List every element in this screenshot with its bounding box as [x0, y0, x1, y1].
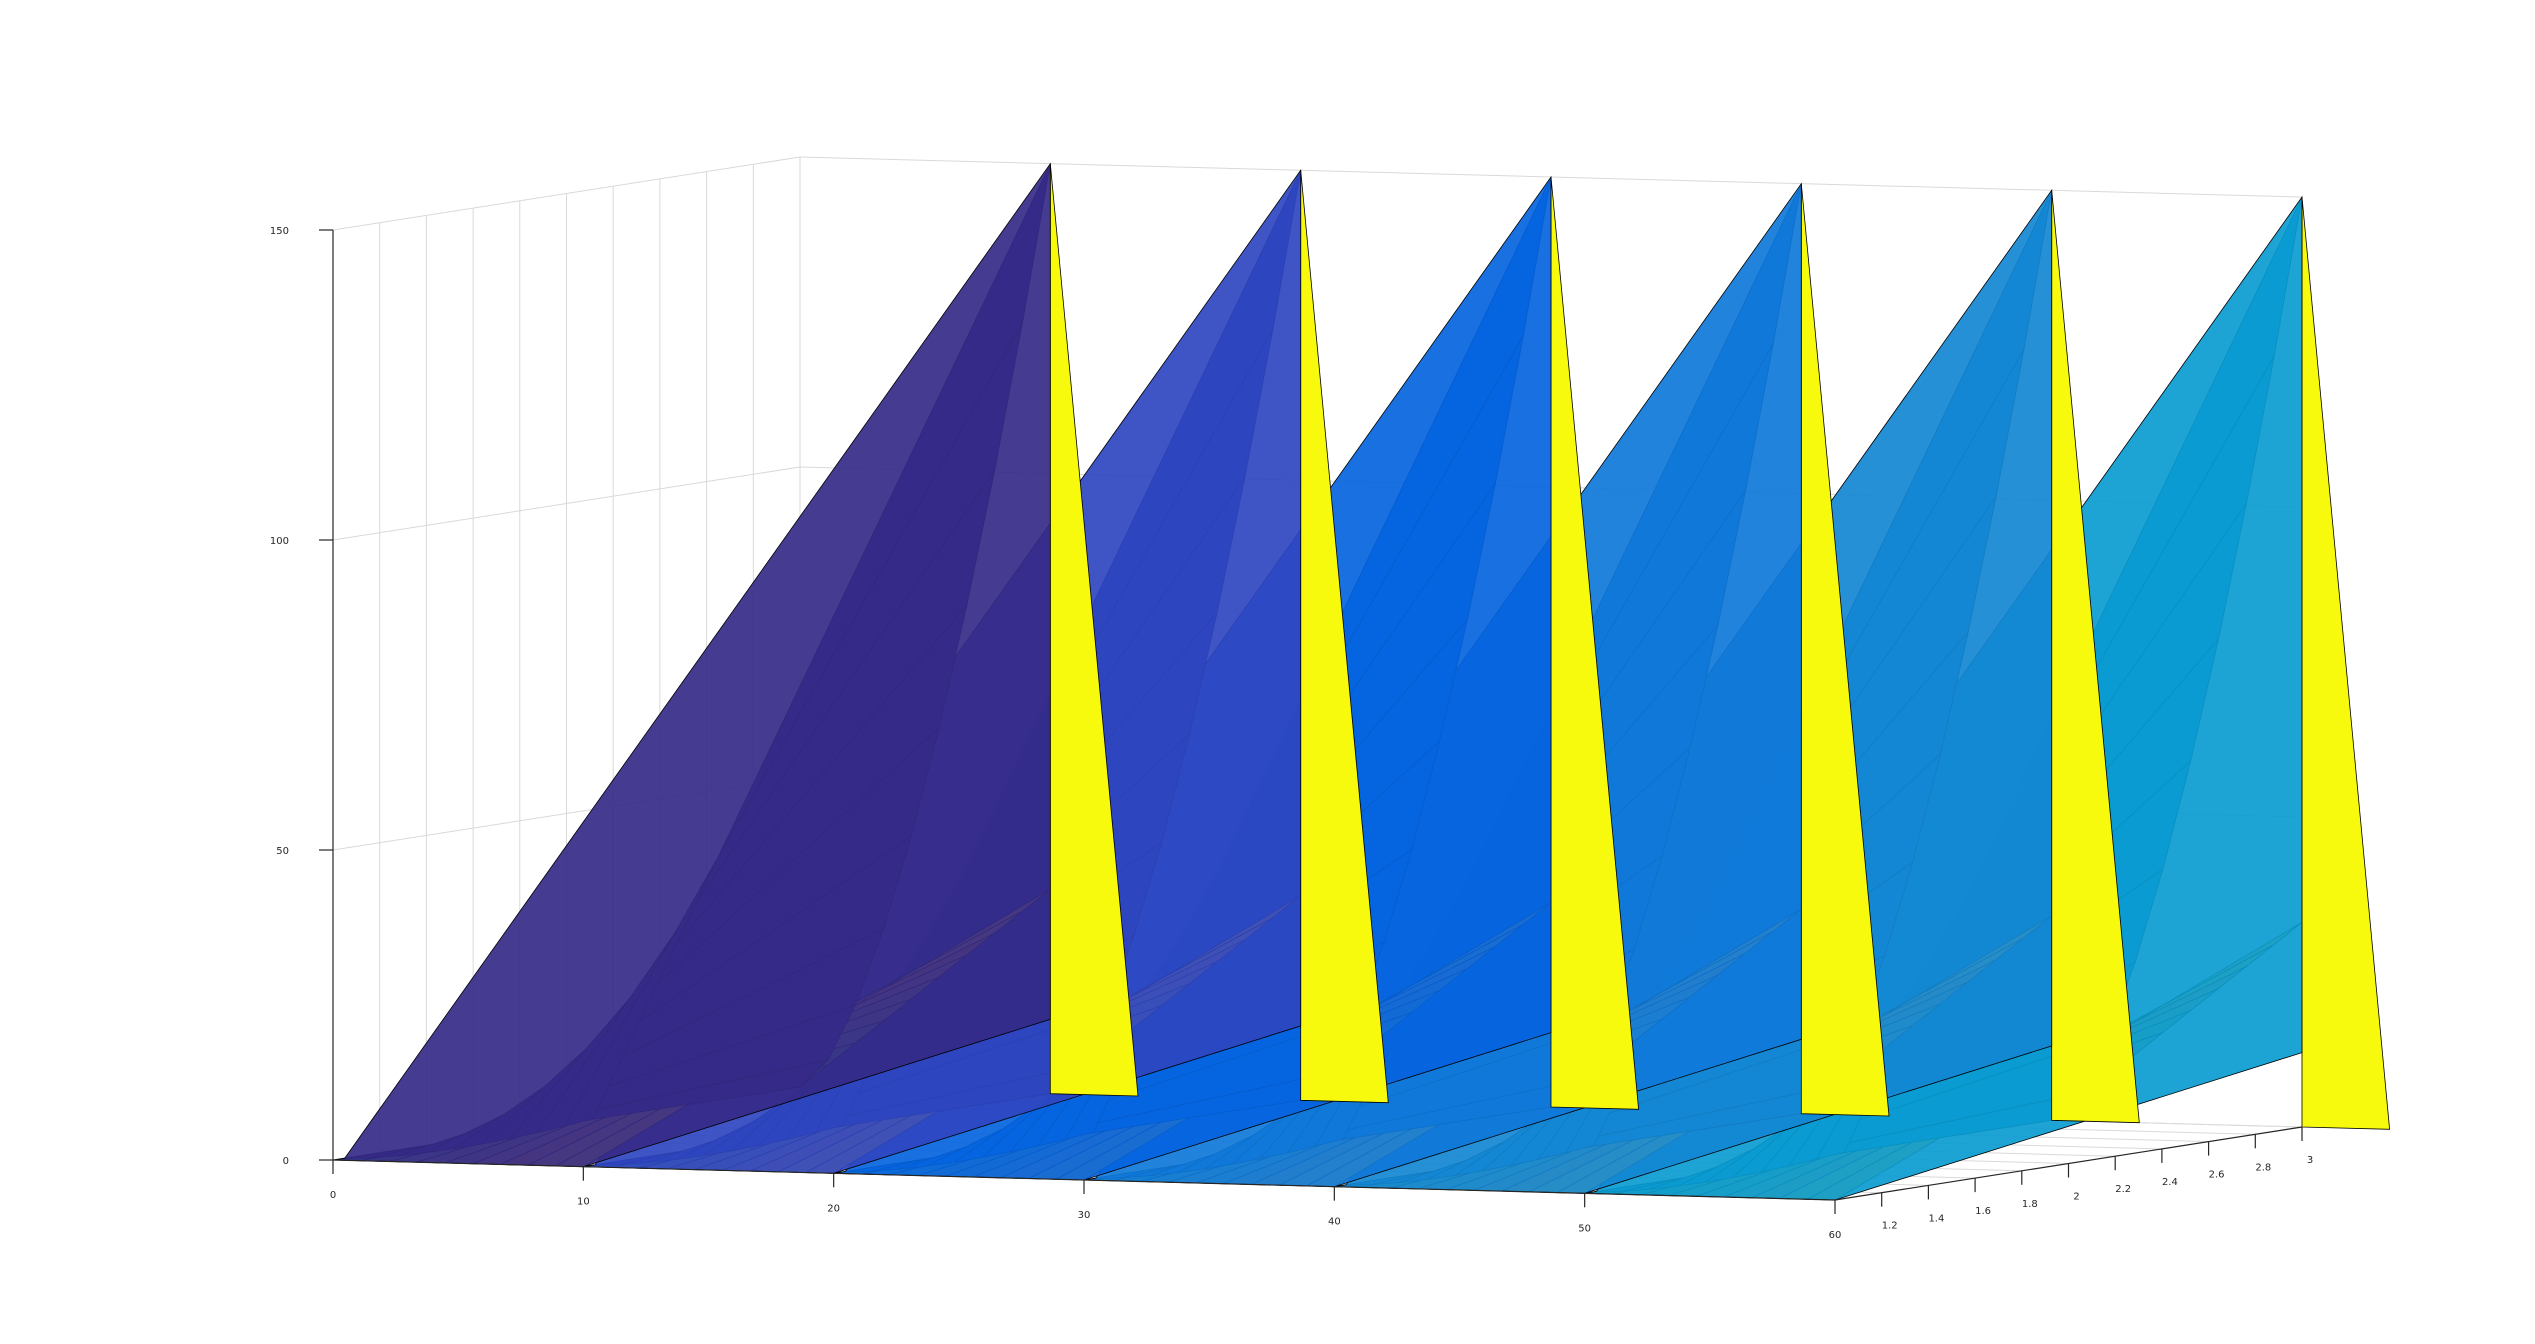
z-tick-label: 100 [270, 536, 289, 547]
y-tick-label: 1.2 [1882, 1221, 1898, 1232]
x-tick-label: 10 [577, 1197, 590, 1208]
z-tick-label: 150 [270, 226, 289, 237]
surface-layer [332, 162, 2391, 1201]
x-tick-label: 50 [1578, 1223, 1591, 1234]
x-tick-label: 20 [827, 1203, 840, 1214]
y-tick-label: 1.4 [1928, 1213, 1944, 1224]
z-tick-label: 50 [276, 846, 289, 857]
grid-line-left-z [332, 466, 801, 541]
x-tick-label: 0 [330, 1190, 336, 1201]
y-tick-label: 1.8 [2022, 1199, 2038, 1210]
tick-labels: 01020304050601.21.41.61.822.22.42.62.830… [270, 226, 2313, 1241]
y-tick-label: 2.4 [2162, 1177, 2178, 1188]
y-tick-label: 1.6 [1975, 1206, 1991, 1217]
axes-layer [319, 229, 2303, 1214]
x-tick-label: 30 [1078, 1210, 1091, 1221]
y-tick-label: 2.2 [2115, 1184, 2131, 1195]
y-tick-label: 2 [2073, 1192, 2079, 1203]
y-tick-label: 2.6 [2209, 1170, 2225, 1181]
peak-front-face [332, 162, 1051, 1168]
peak-back-face [2301, 196, 2391, 1130]
y-tick-label: 2.8 [2255, 1162, 2271, 1173]
z-tick-label: 0 [283, 1156, 289, 1167]
grid-line-left-z [332, 156, 801, 231]
x-tick-label: 60 [1829, 1230, 1842, 1241]
x-tick-label: 40 [1328, 1217, 1341, 1228]
y-tick-label: 3 [2307, 1155, 2313, 1166]
